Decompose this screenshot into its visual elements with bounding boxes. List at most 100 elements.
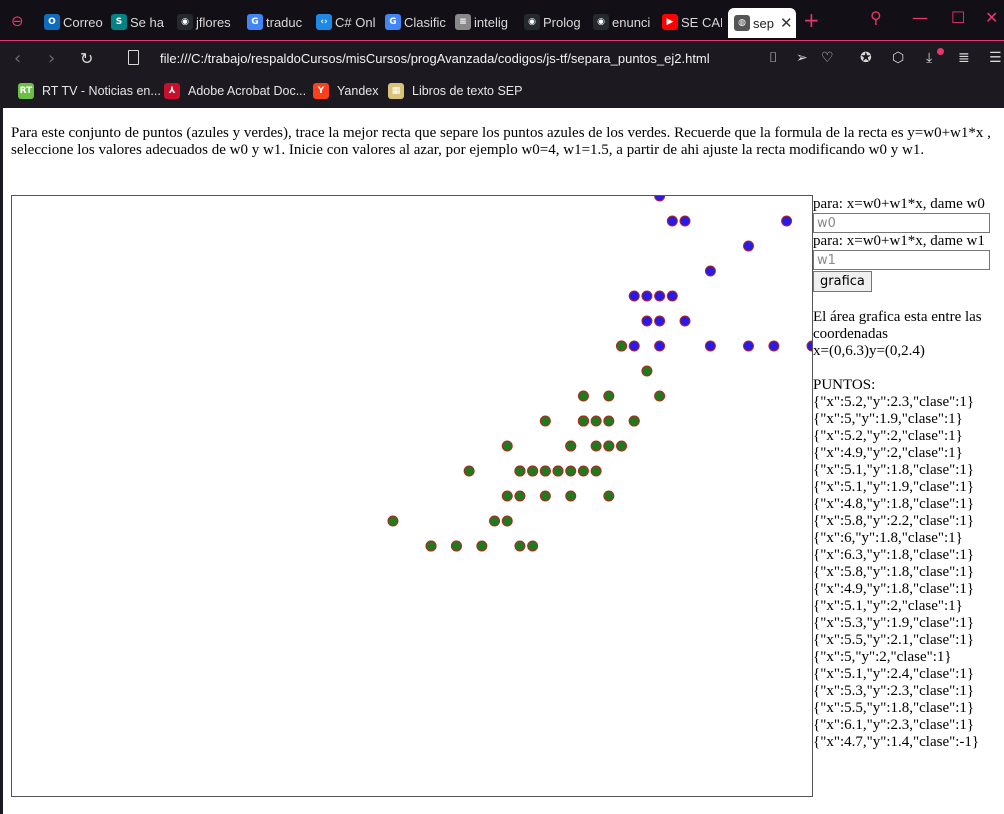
- points-header: PUNTOS:: [813, 377, 876, 393]
- sidebar-edge: [0, 108, 3, 814]
- point-green: [552, 465, 564, 477]
- point-green: [654, 390, 666, 402]
- back-button[interactable]: ‹: [14, 48, 22, 69]
- tab-label: intelig: [474, 14, 508, 30]
- point-green: [590, 465, 602, 477]
- sharepoint-icon: S: [111, 14, 127, 30]
- point-green: [577, 390, 589, 402]
- grafica-button[interactable]: grafica: [813, 271, 872, 292]
- w0-label: para: x=w0+w1*x, dame w0: [813, 196, 985, 212]
- point-green: [527, 465, 539, 477]
- tab-label: SE CAE: [681, 14, 722, 30]
- point-green: [565, 440, 577, 452]
- point-blue: [704, 340, 716, 352]
- point-green: [565, 490, 577, 502]
- point-blue: [654, 196, 666, 202]
- w1-input[interactable]: [813, 250, 990, 270]
- w0-input[interactable]: [813, 213, 990, 233]
- reload-button[interactable]: ↻: [80, 49, 94, 68]
- cube-icon[interactable]: ⬡: [892, 50, 905, 66]
- tab-2[interactable]: ◉ jflores: [177, 7, 241, 37]
- point-entry: {"x":5.1,"y":2.4,"clase":1}: [813, 666, 975, 682]
- bookmark-label: Adobe Acrobat Doc...: [188, 84, 307, 98]
- point-green: [577, 465, 589, 477]
- point-entry: {"x":5.1,"y":1.8,"clase":1}: [813, 462, 975, 478]
- maximize-button[interactable]: ☐: [951, 8, 966, 27]
- point-green: [450, 540, 462, 552]
- easy-setup-icon[interactable]: ≣: [958, 50, 970, 66]
- heart-icon[interactable]: ♡: [821, 50, 834, 66]
- point-blue: [666, 290, 678, 302]
- google-icon: G: [247, 14, 263, 30]
- point-blue: [781, 215, 793, 227]
- point-green: [641, 365, 653, 377]
- point-green: [603, 415, 615, 427]
- url-field[interactable]: file:///C:/trabajo/respaldoCursos/misCur…: [160, 51, 710, 66]
- gaming-sidebar-icon[interactable]: ⊖: [11, 12, 24, 30]
- tab-8[interactable]: ◉ enunci: [593, 7, 656, 37]
- point-entry: {"x":5.5,"y":2.1,"clase":1}: [813, 632, 975, 648]
- point-green: [539, 490, 551, 502]
- bookmark-3[interactable]: ▦ Libros de texto SEP: [388, 83, 522, 99]
- tab-6[interactable]: ≡ intelig: [455, 7, 518, 37]
- point-entry: {"x":5.2,"y":2.3,"clase":1}: [813, 394, 975, 410]
- point-blue: [704, 265, 716, 277]
- point-green: [425, 540, 437, 552]
- send-icon[interactable]: ➢: [796, 50, 808, 66]
- extension-icon[interactable]: ✪: [860, 50, 872, 66]
- point-green: [603, 490, 615, 502]
- camera-icon[interactable]: ⌷: [769, 50, 778, 66]
- tab-label: Correo: [63, 14, 103, 30]
- bookmark-2[interactable]: Y Yandex: [313, 83, 378, 99]
- google-icon: G: [385, 14, 401, 30]
- tab-10[interactable]: ◍ sep ✕: [728, 8, 796, 38]
- tab-5[interactable]: G Clasific: [385, 7, 449, 37]
- tab-label: Clasific: [404, 14, 446, 30]
- github-icon: ◉: [177, 14, 193, 30]
- tab-0[interactable]: O Correo: [44, 7, 106, 37]
- tab-4[interactable]: ‹› C# Onl: [316, 7, 379, 37]
- point-blue: [666, 215, 678, 227]
- point-green: [527, 540, 539, 552]
- point-green: [590, 440, 602, 452]
- point-blue: [679, 215, 691, 227]
- tab-label: Se ha: [130, 14, 164, 30]
- point-blue: [679, 315, 691, 327]
- bookmark-label: Yandex: [337, 84, 379, 98]
- point-blue: [806, 340, 812, 352]
- point-entry: {"x":5.2,"y":2,"clase":1}: [813, 428, 963, 444]
- point-entry: {"x":4.7,"y":1.4,"clase":-1}: [813, 734, 980, 750]
- youtube-icon: ▶: [662, 14, 678, 30]
- forward-button[interactable]: ›: [48, 48, 56, 69]
- minimize-button[interactable]: —: [912, 8, 928, 27]
- tab-7[interactable]: ◉ Prolog: [524, 7, 587, 37]
- bookmark-label: RT TV - Noticias en...: [42, 84, 161, 98]
- point-blue: [743, 340, 755, 352]
- point-blue: [768, 340, 780, 352]
- download-icon[interactable]: ⤓: [926, 50, 933, 66]
- new-tab-button[interactable]: +: [803, 8, 820, 32]
- bookmark-0[interactable]: RT RT TV - Noticias en...: [18, 83, 161, 99]
- tab-label: traduc: [266, 14, 303, 30]
- close-window-button[interactable]: ✕: [985, 8, 999, 27]
- menu-icon[interactable]: ☰: [989, 50, 1002, 66]
- point-green: [603, 390, 615, 402]
- plot-canvas[interactable]: [11, 195, 813, 797]
- tab-1[interactable]: S Se ha: [111, 7, 171, 37]
- search-tabs-icon[interactable]: ⚲: [870, 8, 882, 27]
- tab-9[interactable]: ▶SE CAE: [662, 7, 722, 37]
- close-tab-icon[interactable]: ✕: [779, 15, 793, 32]
- document-icon: ≡: [455, 14, 471, 30]
- rt-icon: RT: [18, 83, 34, 99]
- point-green: [603, 440, 615, 452]
- point-blue: [628, 290, 640, 302]
- point-green: [463, 465, 475, 477]
- point-entry: {"x":5.5,"y":1.8,"clase":1}: [813, 700, 975, 716]
- bookmark-1[interactable]: ⅄ Adobe Acrobat Doc...: [164, 83, 306, 99]
- instructions-text: Para este conjunto de puntos (azules y v…: [11, 125, 991, 158]
- point-green: [616, 340, 628, 352]
- point-blue: [654, 315, 666, 327]
- tab-label: sep: [753, 15, 774, 31]
- bookmarks-bar: RT RT TV - Noticias en... ⅄ Adobe Acrobat D…: [0, 76, 1004, 108]
